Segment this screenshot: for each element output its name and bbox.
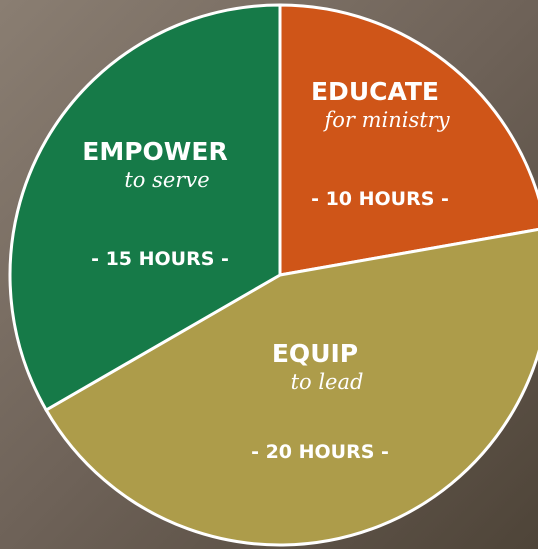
slice-category: EMPOWER — [82, 137, 227, 166]
value-label: - 20 HOURS - — [251, 441, 389, 463]
value-label: - 15 HOURS - — [91, 248, 229, 270]
slice-category: EQUIP — [272, 339, 358, 368]
slice-category: EDUCATE — [311, 77, 439, 106]
slice-subtitle: for ministry — [322, 108, 450, 132]
page: {"chart_data": {"type": "pie", "categori… — [0, 0, 538, 549]
value-label: - 10 HOURS - — [311, 188, 449, 210]
slice-subtitle: to serve — [124, 168, 209, 192]
slice-subtitle: to lead — [291, 370, 364, 394]
chart: EDUCATEfor ministry - 10 HOURS - EQUIPto l… — [0, 0, 538, 549]
